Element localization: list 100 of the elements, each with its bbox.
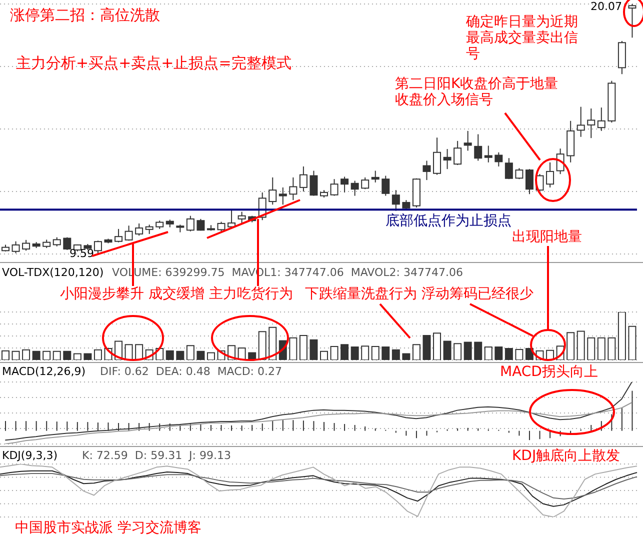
candlestick [454,140,462,166]
candlestick [525,168,534,195]
text: 下跌缩量洗盘行为 浮动筹码已经很少 [305,286,534,302]
candlestick [433,137,442,176]
text: KDJ触底向上散发 [512,448,622,464]
ref-line-label: 底部低点作为止损点 [385,212,512,230]
chart-title: KDJ(9,3,3) [2,449,58,462]
text: MACD拐头向上 [500,364,599,380]
chart-title: MACD(12,26,9) [2,365,86,378]
bar [340,344,349,360]
bar [412,344,420,360]
candlestick [597,107,606,132]
candlestick [217,221,226,232]
candlestick [238,211,246,224]
bar [73,353,82,360]
candlestick [114,228,123,243]
candlestick [186,215,194,232]
bar [371,346,380,360]
candlestick [361,176,370,190]
annotation: 9.59 [68,247,94,260]
candlestick [474,134,482,162]
candlestick [546,162,554,188]
chart-subtitle: DIF: 0.62 DEA: 0.48 MACD: 0.27 [100,365,282,378]
text: 主力分析+买点+卖点+止损点=完整模式 [16,54,292,73]
candlestick [299,166,308,192]
bar [206,352,215,360]
bar [310,339,318,360]
bar [525,348,534,360]
candlestick [576,106,585,138]
candlestick [350,180,359,196]
candlestick [135,222,144,236]
candlestick [382,175,390,196]
bar [350,346,359,360]
bar [443,340,452,360]
candlestick [628,4,636,38]
candlestick [494,152,503,167]
bar [484,346,492,360]
bar [258,331,266,360]
bar [504,348,513,360]
candlestick [63,236,72,250]
annotation: 确定昨日量为近期最高成交量卖出信号 [466,14,579,62]
candlestick [464,130,472,152]
bar [474,342,482,360]
bar [382,346,390,360]
bar [402,353,410,360]
bar [597,337,606,360]
candlestick [515,168,524,180]
bar [422,335,431,360]
bar [361,346,370,360]
bar [12,350,20,360]
bar [618,312,626,360]
bar [454,343,462,360]
bar [587,337,596,360]
bar [32,350,40,360]
bar [94,349,102,360]
bar [268,326,277,360]
candlestick [504,158,513,180]
candlestick [422,160,431,181]
bar [576,330,585,360]
bar [289,337,298,360]
bar [608,337,616,360]
bar [63,350,72,360]
bar [166,350,174,360]
bar [433,332,442,360]
bar [124,344,133,360]
candlestick [330,178,338,196]
candlestick [443,148,452,170]
chart-title: VOL-TDX(120,120) [2,266,104,279]
bar [628,326,636,360]
candlestick [371,170,380,183]
candlestick [587,108,596,139]
bar [52,350,61,360]
bar [176,350,184,360]
candlestick [145,224,154,234]
chart-title: 涨停第二招：高位洗散 [10,6,160,25]
bar [135,344,144,360]
bar [299,335,308,360]
bar [22,349,30,360]
candlestick [12,240,20,254]
candlestick [310,170,318,196]
bar [84,353,92,360]
bar [566,332,575,360]
candlestick [278,186,287,206]
candlestick [124,225,133,242]
bar [494,346,503,360]
annotation: 20.07 [590,0,622,13]
chart-subtitle: K: 72.59 D: 59.31 J: 99.13 [82,449,231,462]
candlestick [52,236,61,247]
candlestick [94,240,102,254]
candlestick [340,176,349,193]
candlestick [289,176,298,201]
bar [320,350,328,360]
candlestick [392,190,400,212]
annotation: 出现阳地量 [512,229,583,245]
bar [464,342,472,360]
candlestick [484,145,492,163]
candlestick [22,239,30,252]
bar [196,350,205,360]
bar [392,349,400,360]
text: 中国股市实战派 学习交流博客 [15,520,202,536]
